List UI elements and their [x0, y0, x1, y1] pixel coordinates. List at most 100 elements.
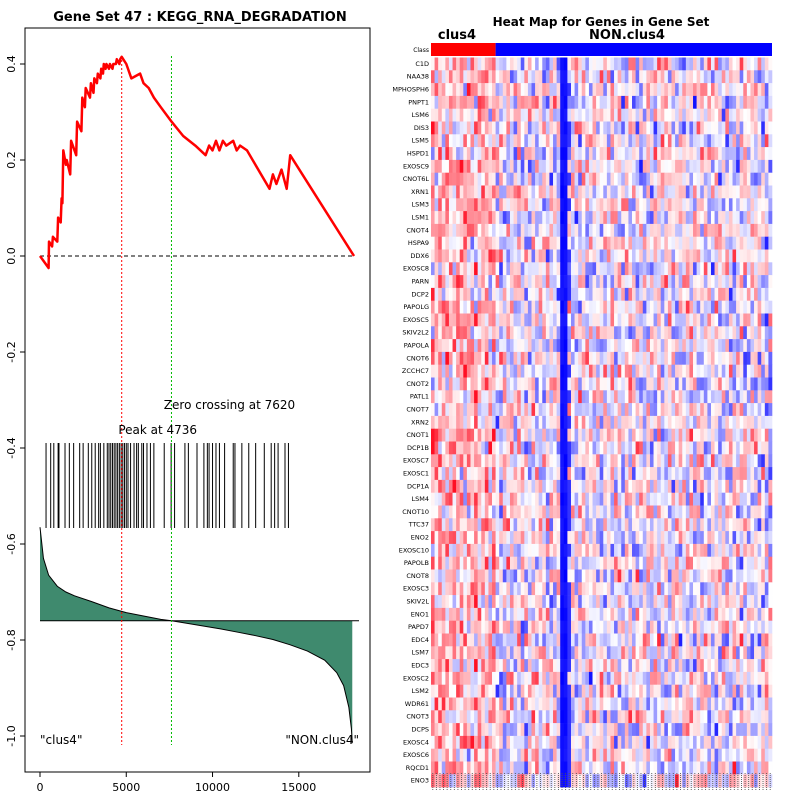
heatmap-cell — [532, 339, 536, 352]
heatmap-cell — [707, 70, 711, 83]
heatmap-cell — [460, 582, 464, 595]
heatmap-cell — [618, 326, 622, 339]
heatmap-cell — [528, 301, 532, 314]
heatmap-cell — [488, 659, 492, 672]
heatmap-cell — [596, 429, 600, 442]
heatmap-cell — [718, 493, 722, 506]
heatmap-cell — [600, 454, 604, 467]
heatmap-cell — [542, 314, 546, 327]
heatmap-cell — [654, 326, 658, 339]
heatmap-cell — [711, 326, 715, 339]
heatmap-cell — [485, 237, 489, 250]
heatmap-cell — [625, 96, 629, 109]
heatmap-cell — [679, 595, 683, 608]
heatmap-cell — [768, 659, 772, 672]
heatmap-cell — [693, 634, 697, 647]
heatmap-cell — [654, 390, 658, 403]
heatmap-cell — [747, 160, 751, 173]
heatmap-cell — [657, 365, 661, 378]
heatmap-cell — [639, 518, 643, 531]
heatmap-cell — [521, 147, 525, 160]
heatmap-cell — [456, 275, 460, 288]
heatmap-cell — [754, 211, 758, 224]
heatmap-cell — [553, 339, 557, 352]
heatmap-cell — [535, 147, 539, 160]
heatmap-cell — [549, 275, 553, 288]
heatmap-cell — [460, 58, 464, 71]
heatmap-cell — [463, 518, 467, 531]
heatmap-cell — [718, 314, 722, 327]
heatmap-cell — [625, 314, 629, 327]
heatmap-cell — [747, 646, 751, 659]
heatmap-cell — [589, 352, 593, 365]
heatmap-cell — [578, 595, 582, 608]
heatmap-cell — [671, 672, 675, 685]
heatmap-cell — [532, 160, 536, 173]
heatmap-cell — [603, 595, 607, 608]
heatmap-cell — [532, 262, 536, 275]
heatmap-cell — [740, 173, 744, 186]
heatmap-cell — [682, 570, 686, 583]
heatmap-cell — [467, 339, 471, 352]
heatmap-cell — [564, 147, 568, 160]
heatmap-cell — [603, 122, 607, 135]
heatmap-cell — [553, 403, 557, 416]
heatmap-cell — [593, 442, 597, 455]
heatmap-cell — [661, 173, 665, 186]
heatmap-cell — [618, 314, 622, 327]
heatmap-cell — [632, 608, 636, 621]
heatmap-cell — [654, 224, 658, 237]
heatmap-cell — [618, 467, 622, 480]
heatmap-cell — [643, 659, 647, 672]
heatmap-cell — [449, 506, 453, 519]
heatmap-cell — [679, 352, 683, 365]
heatmap-cell — [768, 685, 772, 698]
heatmap-cell — [740, 147, 744, 160]
heatmap-cell — [470, 352, 474, 365]
heatmap-cell — [578, 314, 582, 327]
heatmap-cell — [657, 467, 661, 480]
heatmap-cell — [463, 685, 467, 698]
heatmap-cell — [589, 211, 593, 224]
heatmap-cell — [542, 237, 546, 250]
heatmap-cell — [567, 659, 571, 672]
heatmap-cell — [456, 595, 460, 608]
heatmap-cell — [589, 467, 593, 480]
heatmap-cell — [718, 608, 722, 621]
heatmap-cell — [729, 557, 733, 570]
heatmap-cell — [650, 442, 654, 455]
heatmap-cell — [463, 275, 467, 288]
heatmap-cell — [704, 634, 708, 647]
heatmap-cell — [671, 70, 675, 83]
heatmap-cell — [546, 160, 550, 173]
heatmap-cell — [729, 506, 733, 519]
heatmap-cell — [657, 634, 661, 647]
heatmap-cell — [445, 262, 449, 275]
heatmap-cell — [514, 224, 518, 237]
heatmap-cell — [654, 557, 658, 570]
heatmap-cell — [585, 570, 589, 583]
heatmap-cell — [532, 480, 536, 493]
heatmap-cell — [761, 339, 765, 352]
heatmap-cell — [679, 672, 683, 685]
heatmap-cell — [549, 595, 553, 608]
heatmap-cell — [470, 467, 474, 480]
heatmap-cell — [768, 646, 772, 659]
heatmap-cell — [510, 70, 514, 83]
heatmap-cell — [639, 301, 643, 314]
heatmap-cell — [750, 442, 754, 455]
heatmap-cell — [768, 122, 772, 135]
heatmap-cell — [715, 506, 719, 519]
heatmap-cell — [506, 646, 510, 659]
heatmap-cell — [707, 659, 711, 672]
heatmap-cell — [506, 339, 510, 352]
heatmap-cell — [664, 467, 668, 480]
heatmap-cell — [650, 608, 654, 621]
heatmap-cell — [740, 186, 744, 199]
heatmap-cell — [485, 621, 489, 634]
heatmap-cell — [707, 288, 711, 301]
heatmap-cell — [506, 608, 510, 621]
heatmap-cell — [646, 506, 650, 519]
heatmap-cell — [589, 83, 593, 96]
heatmap-cell — [578, 378, 582, 391]
